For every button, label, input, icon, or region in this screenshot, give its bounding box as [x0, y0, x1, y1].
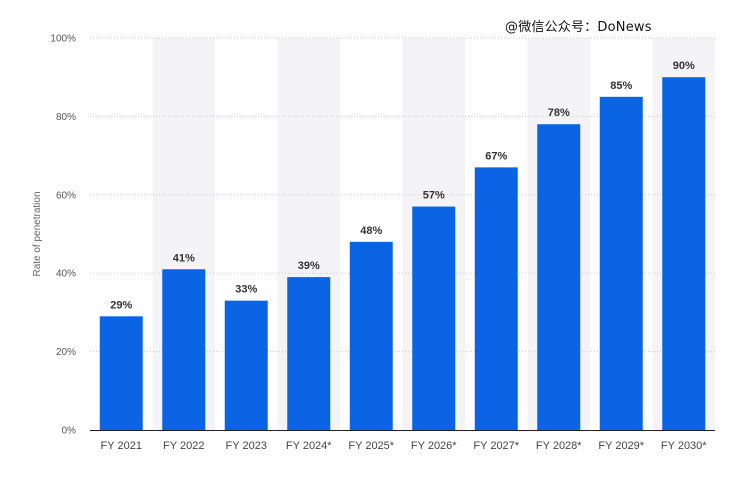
data-label: 41%	[173, 252, 195, 264]
bar	[99, 316, 143, 430]
y-tick-label: 40%	[56, 269, 76, 280]
data-label: 57%	[423, 190, 445, 202]
data-label: 85%	[610, 80, 632, 92]
data-label: 78%	[548, 107, 570, 119]
x-tick-label: FY 2026*	[411, 440, 457, 452]
data-label: 67%	[485, 150, 507, 162]
bar	[599, 96, 643, 431]
data-label: 29%	[110, 299, 132, 311]
x-tick-label: FY 2025*	[348, 440, 394, 452]
x-tick-label: FY 2023	[226, 440, 267, 452]
x-tick-label: FY 2021	[101, 440, 142, 452]
gridlines	[90, 37, 715, 353]
data-label: 33%	[235, 284, 257, 296]
bars	[99, 77, 706, 431]
x-axis-ticks: FY 2021 FY 2022 FY 2023 FY 2024* FY 2025* FY …	[101, 440, 708, 452]
bar	[162, 269, 206, 430]
x-tick-label: FY 2027*	[473, 440, 519, 452]
y-tick-label: 20%	[56, 347, 76, 358]
x-tick-label: FY 2030*	[661, 440, 707, 452]
y-tick-label: 60%	[56, 190, 76, 201]
bar	[224, 300, 268, 430]
x-tick-label: FY 2029*	[598, 440, 644, 452]
y-tick-label: 0%	[62, 426, 77, 437]
y-axis-ticks: 0% 20% 40% 60% 80% 100%	[50, 34, 76, 437]
x-tick-label: FY 2022	[163, 440, 204, 452]
data-label: 39%	[298, 260, 320, 272]
y-axis-title: Rate of penetration	[32, 191, 43, 276]
watermark: @微信公众号：DoNews	[505, 20, 652, 35]
bar	[412, 206, 456, 430]
bar	[287, 277, 331, 430]
bar	[662, 77, 706, 430]
data-label: 90%	[673, 60, 695, 72]
bar	[537, 124, 581, 431]
y-tick-label: 100%	[50, 34, 76, 45]
data-labels: 29% 41% 33% 39% 48% 57% 67% 78% 85% 90%	[110, 60, 695, 311]
x-tick-label: FY 2024*	[286, 440, 332, 452]
bar	[349, 241, 393, 430]
bar	[474, 167, 518, 431]
data-label: 48%	[360, 225, 382, 237]
x-tick-label: FY 2028*	[536, 440, 582, 452]
y-tick-label: 80%	[56, 112, 76, 123]
